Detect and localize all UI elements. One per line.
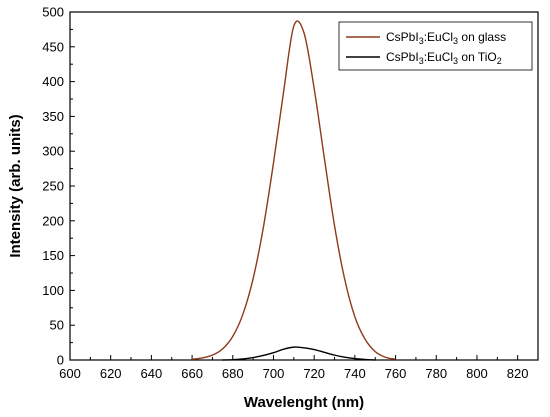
x-tick-label: 660 bbox=[181, 366, 203, 381]
legend: CsPbI3:EuCl3 on glass CsPbI3:EuCl3 on Ti… bbox=[338, 21, 533, 71]
series-tio2-line bbox=[222, 346, 376, 361]
legend-label-tio2: CsPbI3:EuCl3 on TiO2 bbox=[386, 50, 502, 66]
x-tick-label: 600 bbox=[59, 366, 81, 381]
x-tick-label: 640 bbox=[141, 366, 163, 381]
x-tick-label: 680 bbox=[222, 366, 244, 381]
y-tick-label: 350 bbox=[42, 109, 64, 124]
y-axis-title: Intensity (arb. units) bbox=[7, 114, 24, 257]
x-tick-label: 780 bbox=[425, 366, 447, 381]
y-tick-label: 100 bbox=[42, 283, 64, 298]
y-axis-ticks: 0 50 100 150 200 250 300 350 400 450 500 bbox=[42, 5, 75, 368]
y-tick-label: 450 bbox=[42, 39, 64, 54]
x-axis-title: Wavelenght (nm) bbox=[244, 394, 364, 411]
series-layer bbox=[191, 20, 396, 361]
legend-label-glass: CsPbI3:EuCl3 on glass bbox=[386, 30, 506, 46]
x-tick-label: 740 bbox=[344, 366, 366, 381]
y-tick-label: 0 bbox=[57, 353, 64, 368]
y-tick-label: 200 bbox=[42, 213, 64, 228]
y-tick-label: 400 bbox=[42, 74, 64, 89]
y-tick-label: 50 bbox=[50, 318, 64, 333]
x-tick-label: 720 bbox=[303, 366, 325, 381]
x-tick-label: 700 bbox=[263, 366, 285, 381]
legend-box bbox=[338, 21, 533, 71]
x-tick-label: 620 bbox=[100, 366, 122, 381]
series-glass-line bbox=[191, 20, 396, 360]
y-tick-label: 150 bbox=[42, 248, 64, 263]
x-tick-label: 820 bbox=[507, 366, 529, 381]
y-tick-label: 500 bbox=[42, 5, 64, 20]
x-tick-label: 760 bbox=[385, 366, 407, 381]
x-axis-ticks: 600 620 640 660 680 700 720 740 760 780 800 820 bbox=[59, 355, 529, 381]
x-tick-label: 800 bbox=[466, 366, 488, 381]
y-tick-label: 300 bbox=[42, 144, 64, 159]
y-tick-label: 250 bbox=[42, 179, 64, 194]
